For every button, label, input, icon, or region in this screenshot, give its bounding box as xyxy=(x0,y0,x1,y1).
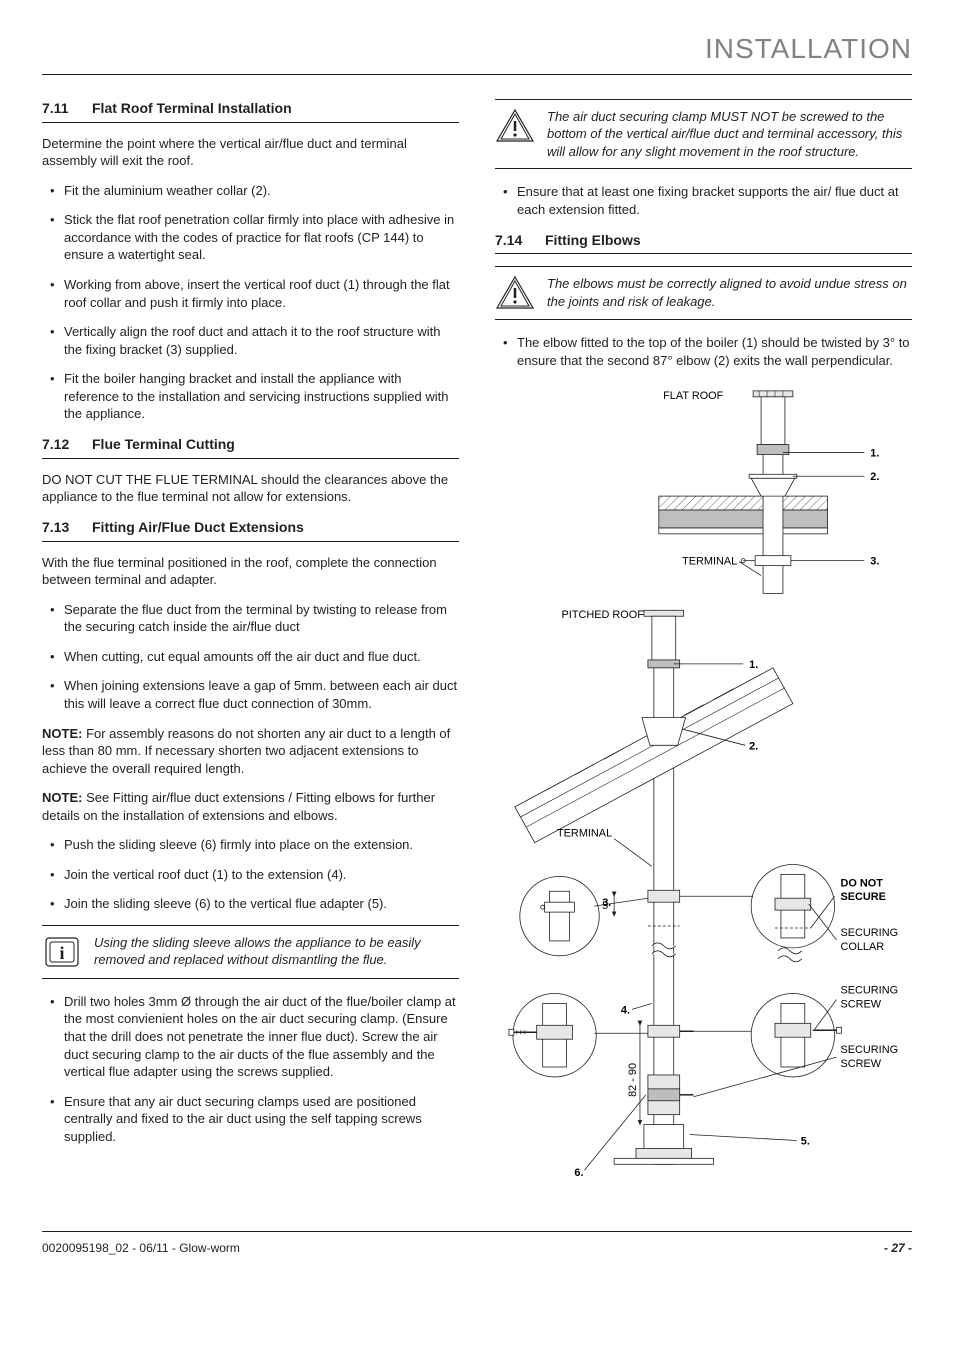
list-item: When cutting, cut equal amounts off the … xyxy=(42,648,459,666)
callout-5: 5. xyxy=(801,1135,810,1147)
bullet-list: Separate the flue duct from the terminal… xyxy=(42,601,459,713)
note-paragraph: NOTE: For assembly reasons do not shorte… xyxy=(42,725,459,778)
securing-screw-label2: SCREW xyxy=(841,1058,882,1070)
right-column: The air duct securing clamp MUST NOT be … xyxy=(495,99,912,1201)
heading-title: Flue Terminal Cutting xyxy=(92,435,235,454)
heading-number: 7.12 xyxy=(42,435,78,454)
svg-text:5: 5 xyxy=(602,900,608,912)
note-text: For assembly reasons do not shorten any … xyxy=(42,726,450,776)
note-label: NOTE: xyxy=(42,790,82,805)
securing-collar-label: SECURING xyxy=(841,926,899,938)
securing-screw-label2: SCREW xyxy=(841,998,882,1010)
list-item: Vertically align the roof duct and attac… xyxy=(42,323,459,358)
bullet-list: Ensure that at least one fixing bracket … xyxy=(495,183,912,218)
securing-screw-label: SECURING xyxy=(841,984,899,996)
page-number: - 27 - xyxy=(884,1240,912,1256)
callout-text: Using the sliding sleeve allows the appl… xyxy=(94,934,459,969)
flat-roof-label: FLAT ROOF xyxy=(663,389,724,401)
list-item: Push the sliding sleeve (6) firmly into … xyxy=(42,836,459,854)
content-columns: 7.11 Flat Roof Terminal Installation Det… xyxy=(42,99,912,1201)
note-text: See Fitting air/flue duct extensions / F… xyxy=(42,790,435,823)
warning-icon xyxy=(495,108,535,144)
pitched-roof-group: PITCHED ROOF xyxy=(509,609,898,1179)
list-item: Drill two holes 3mm Ø through the air du… xyxy=(42,993,459,1081)
callout-4: 4. xyxy=(621,1004,630,1016)
terminal-label: TERMINAL xyxy=(682,555,737,567)
list-item: Ensure that at least one fixing bracket … xyxy=(495,183,912,218)
warning-callout: The air duct securing clamp MUST NOT be … xyxy=(495,99,912,170)
list-item: When joining extensions leave a gap of 5… xyxy=(42,677,459,712)
dimension-label: 82 - 90 xyxy=(627,1062,639,1096)
heading-7-13: 7.13 Fitting Air/Flue Duct Extensions xyxy=(42,518,459,542)
heading-7-11: 7.11 Flat Roof Terminal Installation xyxy=(42,99,459,123)
left-column: 7.11 Flat Roof Terminal Installation Det… xyxy=(42,99,459,1201)
list-item: Fit the boiler hanging bracket and insta… xyxy=(42,370,459,423)
terminal-label: TERMINAL xyxy=(557,827,612,839)
warning-callout: The elbows must be correctly aligned to … xyxy=(495,266,912,320)
note-label: NOTE: xyxy=(42,726,82,741)
list-item: The elbow fitted to the top of the boile… xyxy=(495,334,912,369)
do-not-secure-label: DO NOT xyxy=(841,877,884,889)
intro-text: With the flue terminal positioned in the… xyxy=(42,554,459,589)
callout-2: 2. xyxy=(749,740,758,752)
bullet-list: Drill two holes 3mm Ø through the air du… xyxy=(42,993,459,1145)
callout-text: The air duct securing clamp MUST NOT be … xyxy=(547,108,912,161)
info-callout: i Using the sliding sleeve allows the ap… xyxy=(42,925,459,979)
callout-1: 1. xyxy=(870,447,879,459)
intro-text: Determine the point where the vertical a… xyxy=(42,135,459,170)
list-item: Fit the aluminium weather collar (2). xyxy=(42,182,459,200)
page-footer: 0020095198_02 - 06/11 - Glow-worm - 27 - xyxy=(42,1231,912,1256)
bullet-list: Fit the aluminium weather collar (2). St… xyxy=(42,182,459,423)
callout-text: The elbows must be correctly aligned to … xyxy=(547,275,912,310)
body-text: DO NOT CUT THE FLUE TERMINAL should the … xyxy=(42,471,459,506)
footer-left: 0020095198_02 - 06/11 - Glow-worm xyxy=(42,1240,240,1256)
securing-collar-label2: COLLAR xyxy=(841,940,885,952)
callout-6: 6. xyxy=(574,1167,583,1179)
list-item: Stick the flat roof penetration collar f… xyxy=(42,211,459,264)
list-item: Join the sliding sleeve (6) to the verti… xyxy=(42,895,459,913)
do-not-secure-label2: SECURE xyxy=(841,891,886,903)
installation-diagram: FLAT ROOF xyxy=(495,382,912,1202)
securing-screw-label: SECURING xyxy=(841,1044,899,1056)
heading-number: 7.14 xyxy=(495,231,531,250)
list-item: Ensure that any air duct securing clamps… xyxy=(42,1093,459,1146)
heading-7-14: 7.14 Fitting Elbows xyxy=(495,231,912,255)
bullet-list: The elbow fitted to the top of the boile… xyxy=(495,334,912,369)
pitched-roof-label: PITCHED ROOF xyxy=(562,609,645,621)
note-paragraph: NOTE: See Fitting air/flue duct extensio… xyxy=(42,789,459,824)
page-header: INSTALLATION xyxy=(42,30,912,75)
callout-1: 1. xyxy=(749,658,758,670)
flat-roof-group: FLAT ROOF xyxy=(659,389,880,593)
info-icon: i xyxy=(42,934,82,970)
callout-2: 2. xyxy=(870,471,879,483)
svg-text:i: i xyxy=(59,943,64,963)
warning-icon xyxy=(495,275,535,311)
bullet-list: Push the sliding sleeve (6) firmly into … xyxy=(42,836,459,913)
heading-title: Fitting Elbows xyxy=(545,231,641,250)
list-item: Join the vertical roof duct (1) to the e… xyxy=(42,866,459,884)
heading-title: Flat Roof Terminal Installation xyxy=(92,99,292,118)
heading-7-12: 7.12 Flue Terminal Cutting xyxy=(42,435,459,459)
heading-number: 7.13 xyxy=(42,518,78,537)
list-item: Separate the flue duct from the terminal… xyxy=(42,601,459,636)
heading-number: 7.11 xyxy=(42,99,78,118)
list-item: Working from above, insert the vertical … xyxy=(42,276,459,311)
callout-3: 3. xyxy=(870,555,879,567)
heading-title: Fitting Air/Flue Duct Extensions xyxy=(92,518,304,537)
